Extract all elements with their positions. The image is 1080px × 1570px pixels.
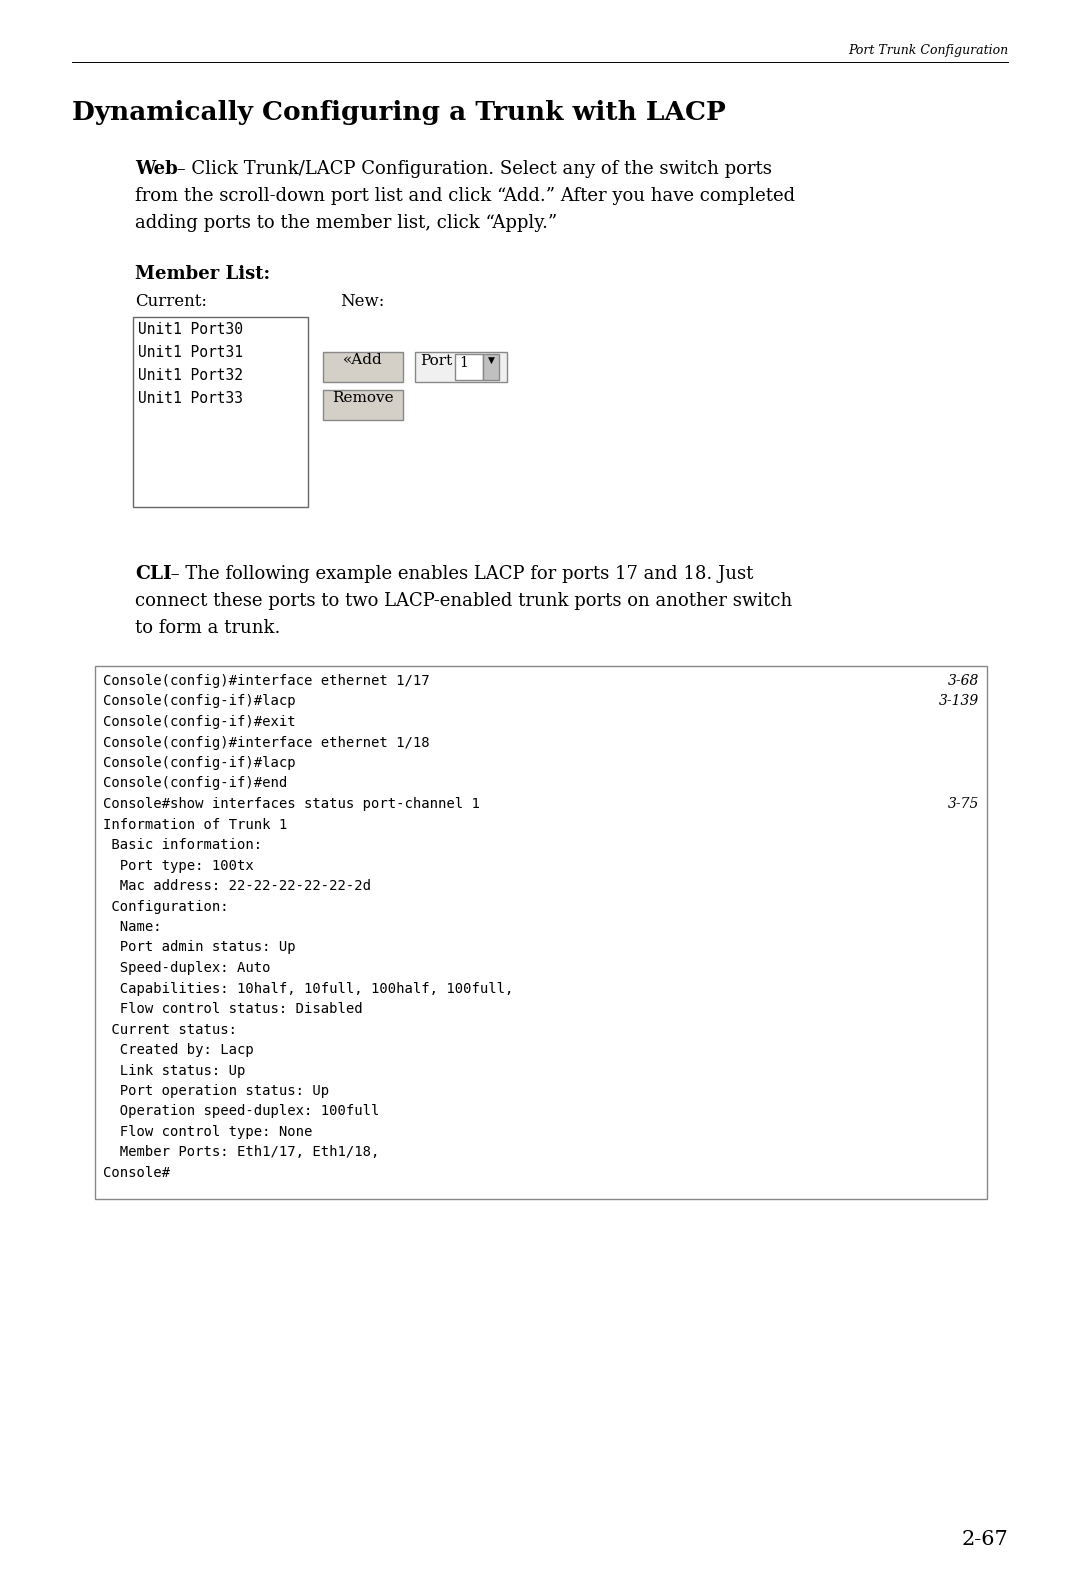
Text: Information of Trunk 1: Information of Trunk 1	[103, 818, 287, 832]
Text: Port admin status: Up: Port admin status: Up	[103, 940, 296, 955]
Bar	[483, 353, 499, 380]
Text: 1: 1	[459, 356, 468, 371]
Text: Operation speed-duplex: 100full: Operation speed-duplex: 100full	[103, 1105, 379, 1118]
Text: Console#: Console#	[103, 1167, 170, 1181]
Text: Current:: Current:	[135, 294, 207, 309]
Text: Capabilities: 10half, 10full, 100half, 100full,: Capabilities: 10half, 10full, 100half, 1…	[103, 981, 513, 995]
Text: Mac address: 22-22-22-22-22-2d: Mac address: 22-22-22-22-22-2d	[103, 879, 372, 893]
Text: Link status: Up: Link status: Up	[103, 1063, 245, 1077]
Text: Unit1 Port33: Unit1 Port33	[138, 391, 243, 407]
Bar	[323, 352, 403, 382]
Text: Created by: Lacp: Created by: Lacp	[103, 1042, 254, 1057]
Text: New:: New:	[340, 294, 384, 309]
Text: – The following example enables LACP for ports 17 and 18. Just: – The following example enables LACP for…	[165, 565, 754, 582]
Text: connect these ports to two LACP-enabled trunk ports on another switch: connect these ports to two LACP-enabled …	[135, 592, 793, 611]
Bar	[455, 353, 483, 380]
Text: Flow control status: Disabled: Flow control status: Disabled	[103, 1002, 363, 1016]
Text: 2-67: 2-67	[961, 1531, 1008, 1550]
Text: Unit1 Port32: Unit1 Port32	[138, 367, 243, 383]
Text: Console(config)#interface ethernet 1/18: Console(config)#interface ethernet 1/18	[103, 735, 430, 749]
Bar	[133, 317, 308, 507]
Text: CLI: CLI	[135, 565, 172, 582]
Text: from the scroll-down port list and click “Add.” After you have completed: from the scroll-down port list and click…	[135, 187, 795, 206]
Text: Port operation status: Up: Port operation status: Up	[103, 1083, 329, 1097]
Text: Console#show interfaces status port-channel 1: Console#show interfaces status port-chan…	[103, 798, 480, 812]
Text: Console(config-if)#exit: Console(config-if)#exit	[103, 714, 296, 728]
Text: Console(config-if)#lacp: Console(config-if)#lacp	[103, 694, 296, 708]
Bar	[415, 352, 507, 382]
Text: Console(config)#interface ethernet 1/17: Console(config)#interface ethernet 1/17	[103, 674, 430, 688]
Text: Name:: Name:	[103, 920, 162, 934]
Text: Member List:: Member List:	[135, 265, 270, 283]
Text: Remove: Remove	[333, 391, 394, 405]
Text: Console(config-if)#end: Console(config-if)#end	[103, 777, 287, 791]
Text: Port Trunk Configuration: Port Trunk Configuration	[848, 44, 1008, 57]
Text: Configuration:: Configuration:	[103, 900, 229, 914]
Text: Web: Web	[135, 160, 178, 177]
Text: Console(config-if)#lacp: Console(config-if)#lacp	[103, 757, 296, 769]
Text: «Add: «Add	[343, 353, 383, 367]
Text: Basic information:: Basic information:	[103, 838, 262, 853]
Text: Port type: 100tx: Port type: 100tx	[103, 859, 254, 873]
Text: 3-139: 3-139	[939, 694, 978, 708]
Text: – Click Trunk/LACP Configuration. Select any of the switch ports: – Click Trunk/LACP Configuration. Select…	[171, 160, 772, 177]
Text: 3-68: 3-68	[947, 674, 978, 688]
Text: Flow control type: None: Flow control type: None	[103, 1126, 312, 1138]
Text: to form a trunk.: to form a trunk.	[135, 619, 281, 637]
Text: Member Ports: Eth1/17, Eth1/18,: Member Ports: Eth1/17, Eth1/18,	[103, 1146, 379, 1160]
Text: Dynamically Configuring a Trunk with LACP: Dynamically Configuring a Trunk with LAC…	[72, 100, 726, 126]
Text: Speed-duplex: Auto: Speed-duplex: Auto	[103, 961, 270, 975]
Text: Port: Port	[420, 353, 453, 367]
Text: Unit1 Port30: Unit1 Port30	[138, 322, 243, 338]
Text: Current status:: Current status:	[103, 1022, 237, 1036]
Text: Unit1 Port31: Unit1 Port31	[138, 345, 243, 360]
Text: adding ports to the member list, click “Apply.”: adding ports to the member list, click “…	[135, 214, 557, 232]
Text: 3-75: 3-75	[947, 798, 978, 812]
Bar	[95, 666, 987, 1198]
Bar	[323, 389, 403, 421]
Text: ▼: ▼	[487, 356, 495, 364]
